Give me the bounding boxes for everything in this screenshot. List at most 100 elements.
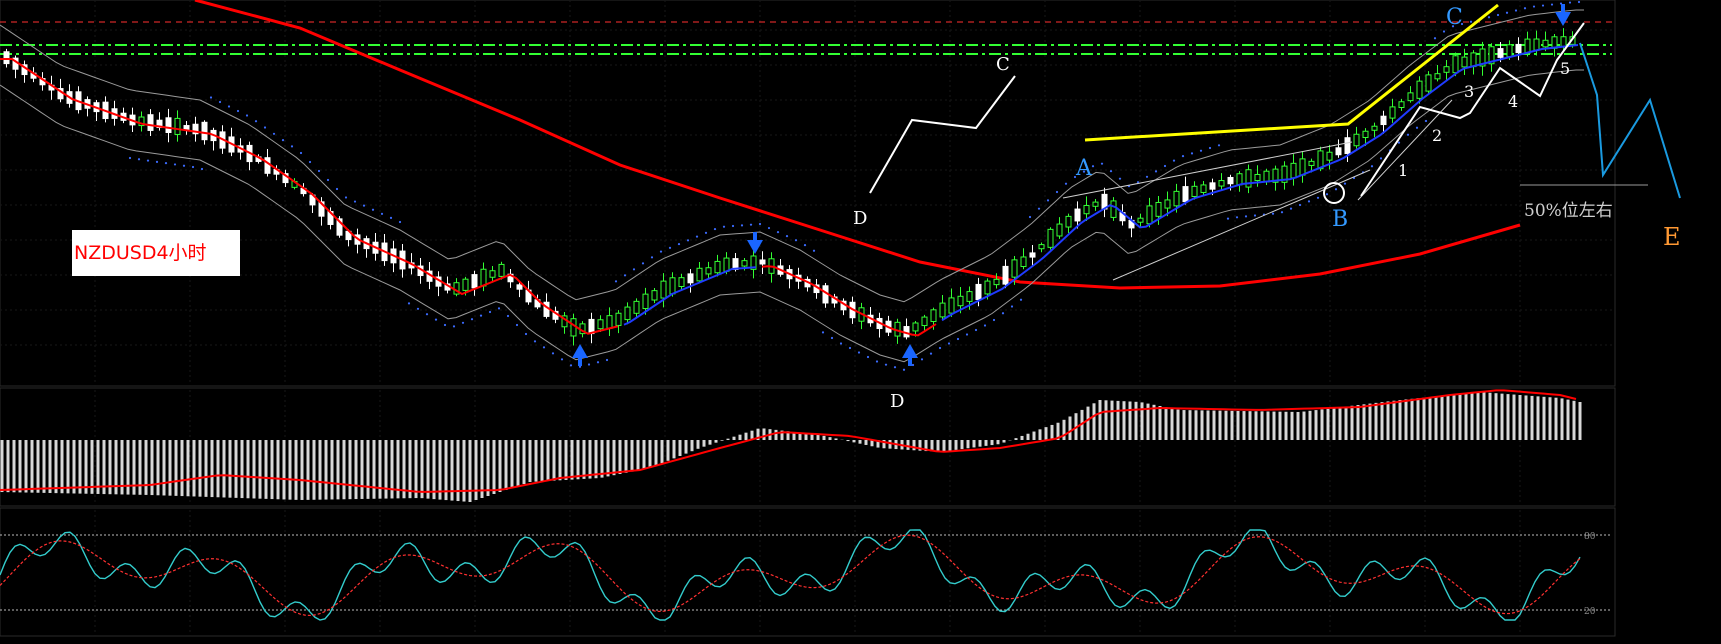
candle-body bbox=[138, 116, 145, 127]
sar-dot bbox=[596, 361, 600, 364]
sar-dot bbox=[479, 314, 483, 317]
sar-dot bbox=[317, 169, 321, 173]
sar-dot bbox=[794, 239, 798, 242]
candle-body bbox=[1209, 182, 1216, 190]
ma-short-red bbox=[0, 58, 619, 335]
candle-body bbox=[498, 263, 505, 277]
wave-label-d: D bbox=[853, 208, 867, 229]
sar-dot bbox=[695, 235, 699, 238]
sar-dot bbox=[308, 160, 312, 164]
sar-dot bbox=[1064, 182, 1068, 185]
candle-body bbox=[1308, 160, 1315, 166]
candle-body bbox=[147, 114, 154, 131]
sar-dot bbox=[335, 187, 339, 191]
sar-dot bbox=[137, 158, 141, 161]
sar-dot bbox=[749, 223, 753, 226]
candle-body bbox=[1272, 168, 1279, 183]
candle-body bbox=[3, 51, 10, 65]
sar-dot bbox=[236, 109, 240, 113]
sar-dot bbox=[920, 358, 924, 361]
candle-body bbox=[1083, 204, 1090, 215]
sar-dot bbox=[443, 323, 447, 327]
candle-body bbox=[1398, 101, 1405, 108]
candle-body bbox=[1461, 56, 1468, 68]
sar-dot bbox=[1109, 170, 1113, 173]
candle-body bbox=[1020, 256, 1027, 268]
sar-dot bbox=[155, 160, 159, 163]
candle-body bbox=[1497, 48, 1504, 58]
sar-dot bbox=[1226, 217, 1230, 220]
candle-body bbox=[201, 121, 208, 141]
sar-dot bbox=[992, 318, 996, 322]
sar-dot bbox=[641, 262, 645, 265]
sar-dot bbox=[488, 310, 492, 314]
sar-dot bbox=[371, 208, 375, 211]
sar-dot bbox=[776, 231, 780, 234]
sar-dot bbox=[659, 250, 663, 253]
sar-dot bbox=[191, 165, 195, 169]
sar-dot bbox=[1532, 5, 1536, 8]
sar-dot bbox=[1415, 126, 1419, 129]
candle-body bbox=[705, 267, 712, 275]
sar-dot bbox=[1406, 133, 1410, 136]
sar-dot bbox=[227, 105, 231, 108]
sar-dot bbox=[587, 363, 591, 366]
candle-body bbox=[1362, 130, 1369, 138]
sar-dot bbox=[272, 132, 276, 135]
sar-dot bbox=[1496, 13, 1500, 17]
sar-dot bbox=[1199, 149, 1203, 152]
sar-dot bbox=[677, 242, 681, 246]
candle-body bbox=[264, 157, 271, 174]
candle-body bbox=[624, 306, 631, 321]
candle-body bbox=[1011, 259, 1018, 278]
ma-short-blue bbox=[623, 266, 757, 326]
sar-dot bbox=[1154, 170, 1158, 173]
sar-dot bbox=[731, 224, 735, 228]
sar-dot bbox=[254, 120, 258, 123]
candle-body bbox=[336, 218, 343, 236]
sar-dot bbox=[1073, 175, 1077, 179]
wave-label-a: A bbox=[1075, 156, 1093, 181]
sar-dot bbox=[1046, 199, 1050, 202]
candle-body bbox=[1344, 137, 1351, 155]
candle-body bbox=[606, 315, 613, 329]
candle-body bbox=[1470, 52, 1477, 68]
wave-12345 bbox=[1360, 22, 1585, 197]
wave-label-d: D bbox=[890, 391, 904, 412]
sar-dot bbox=[1379, 157, 1383, 160]
sar-dot bbox=[173, 163, 177, 166]
sar-dot bbox=[290, 145, 294, 148]
candle-body bbox=[948, 297, 955, 314]
sar-dot bbox=[857, 351, 861, 354]
candle-body bbox=[1488, 46, 1495, 65]
candle-body bbox=[741, 260, 748, 267]
candle-body bbox=[1047, 228, 1054, 248]
candle-body bbox=[1515, 43, 1522, 54]
candle-body bbox=[462, 278, 469, 291]
yellow-trendline bbox=[1084, 3, 1499, 142]
sar-dot bbox=[1100, 162, 1104, 165]
candle-body bbox=[975, 283, 982, 301]
sar-dot bbox=[1433, 37, 1437, 40]
sar-dot bbox=[1343, 182, 1347, 185]
wave-label-3: 3 bbox=[1464, 82, 1474, 101]
candle-body bbox=[1254, 173, 1261, 182]
sar-dot bbox=[578, 365, 582, 368]
sell-arrow bbox=[753, 232, 757, 242]
sar-dot bbox=[848, 346, 852, 350]
sar-dot bbox=[1280, 211, 1284, 214]
sar-dot bbox=[1271, 212, 1275, 215]
candle-body bbox=[651, 290, 658, 301]
candle-body bbox=[966, 291, 973, 302]
sar-dot bbox=[353, 200, 357, 203]
candle-body bbox=[939, 302, 946, 318]
sar-dot bbox=[1550, 3, 1554, 6]
sar-dot bbox=[461, 321, 465, 324]
candle-body bbox=[930, 309, 937, 323]
sar-dot bbox=[1037, 207, 1041, 210]
sar-dot bbox=[1235, 216, 1239, 219]
sar-dot bbox=[902, 368, 906, 371]
sar-dot bbox=[812, 249, 816, 252]
sar-dot bbox=[146, 159, 150, 162]
